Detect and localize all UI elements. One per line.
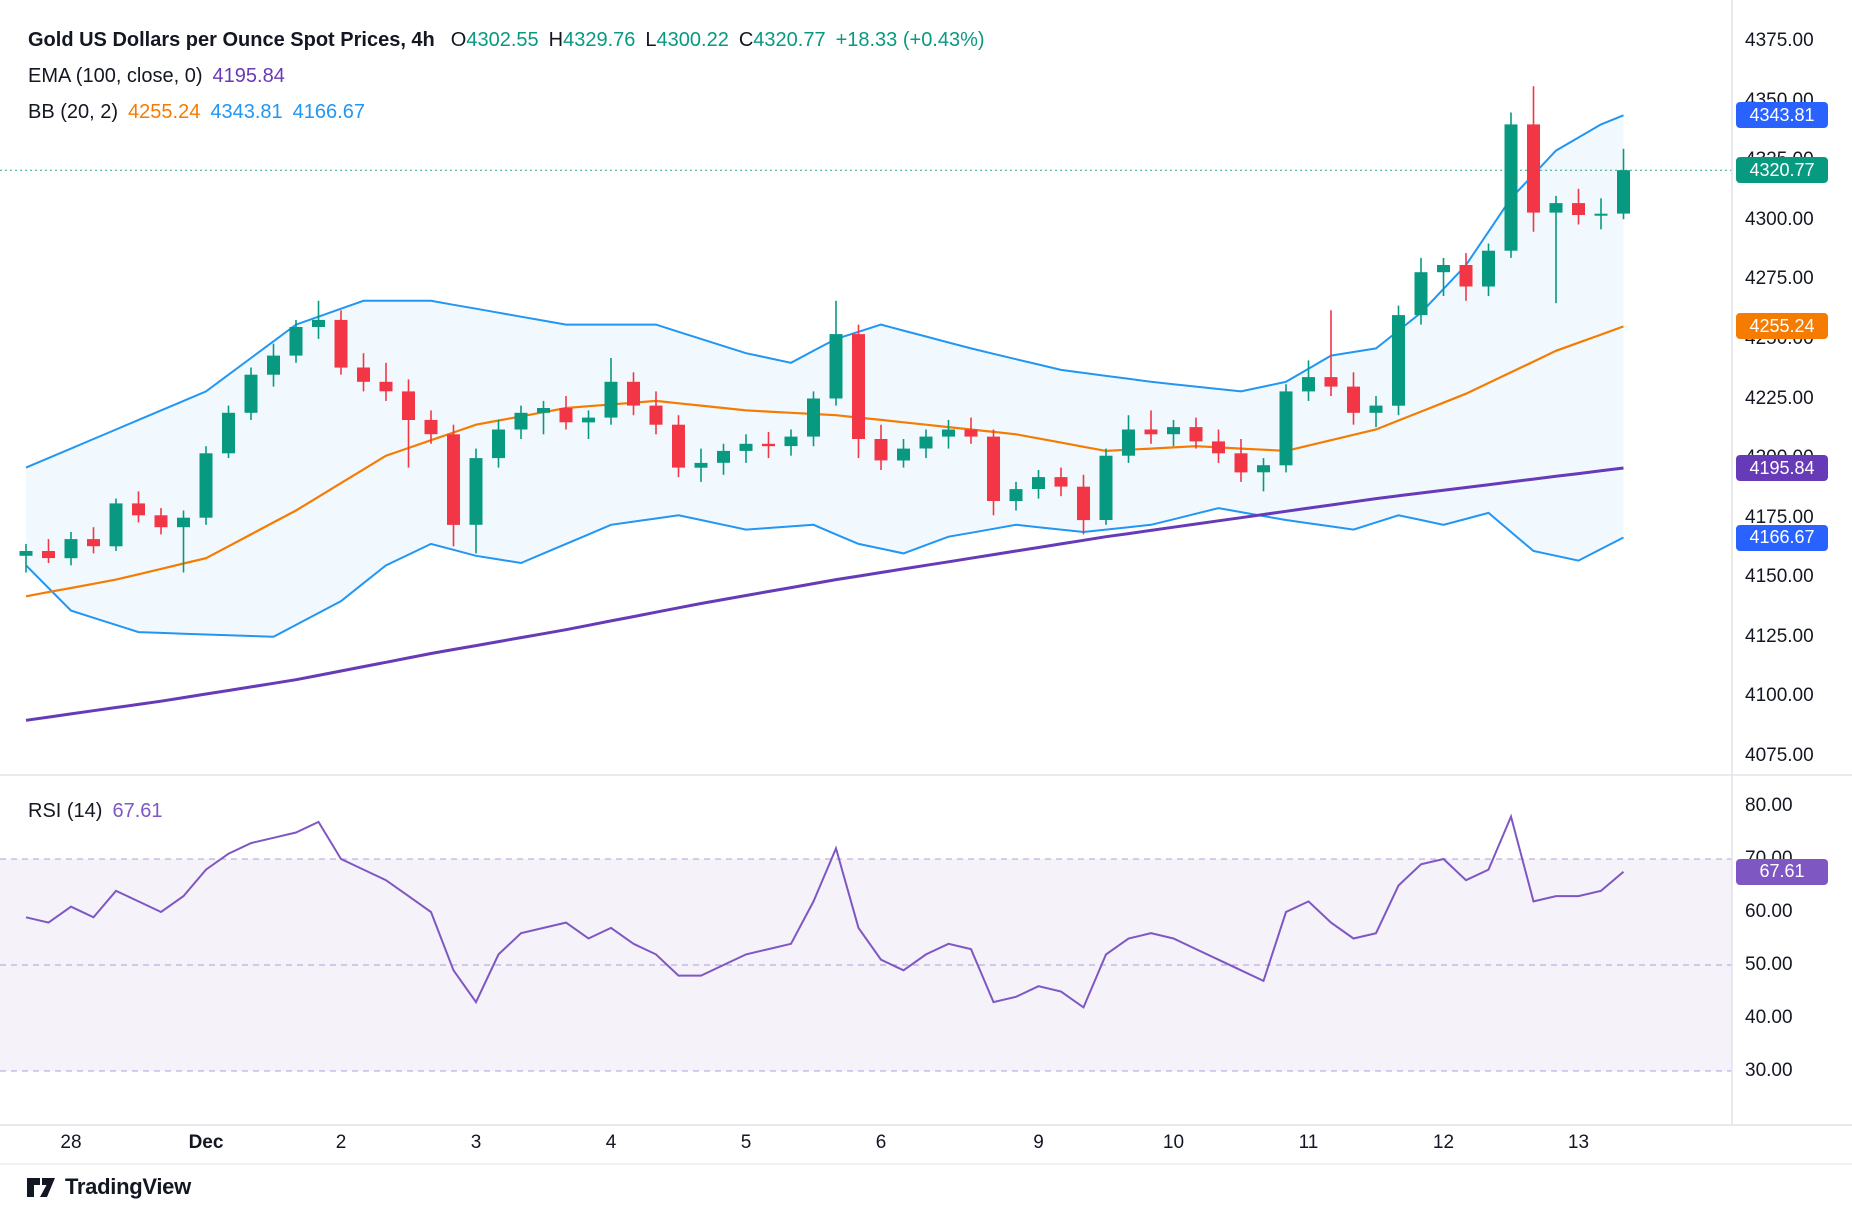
ema-label: EMA (100, close, 0) <box>28 64 203 87</box>
bb-lower-line[interactable] <box>25 507 1624 638</box>
main-legend: Gold US Dollars per Ounce Spot Prices, 4… <box>28 22 985 130</box>
ohlc-close-label: C <box>738 28 754 51</box>
ohlc-open-label: O <box>450 28 467 51</box>
rsi-value: 67.61 <box>112 799 163 822</box>
ohlc-high-value: 4329.76 <box>563 28 636 51</box>
bb-upper-value: 4343.81 <box>210 100 283 123</box>
ohlc-change: +18.33 (+0.43%) <box>835 28 985 51</box>
ema-line[interactable] <box>25 466 1624 722</box>
ohlc-high-label: H <box>548 28 564 51</box>
ema-value: 4195.84 <box>212 64 285 87</box>
rsi-line[interactable] <box>25 813 1625 1009</box>
rsi-label: RSI (14) <box>28 799 103 822</box>
bb-mid-line[interactable] <box>25 325 1624 598</box>
ohlc-low-label: L <box>645 28 657 51</box>
footer: TradingView <box>26 1174 191 1200</box>
symbol-title: Gold US Dollars per Ounce Spot Prices, 4… <box>28 28 435 51</box>
candles[interactable] <box>19 86 1631 573</box>
bb-label: BB (20, 2) <box>28 100 119 123</box>
ohlc-low-value: 4300.22 <box>656 28 729 51</box>
bb-fill <box>26 115 1624 637</box>
rsi-band <box>0 859 1732 1071</box>
bb-legend-row[interactable]: BB (20, 2) 4255.24 4343.81 4166.67 <box>28 94 985 130</box>
tradingview-logo-icon[interactable] <box>26 1176 56 1199</box>
brand-name[interactable]: TradingView <box>65 1174 191 1199</box>
rsi-legend-row[interactable]: RSI (14) 67.61 <box>28 798 163 824</box>
ema-legend-row[interactable]: EMA (100, close, 0) 4195.84 <box>28 58 985 94</box>
bb-mid-value: 4255.24 <box>128 100 201 123</box>
ohlc-open-value: 4302.55 <box>466 28 539 51</box>
symbol-legend-row[interactable]: Gold US Dollars per Ounce Spot Prices, 4… <box>28 22 985 58</box>
ohlc-close-value: 4320.77 <box>753 28 826 51</box>
rsi-legend: RSI (14) 67.61 <box>28 798 163 824</box>
bb-lower-value: 4166.67 <box>292 100 365 123</box>
